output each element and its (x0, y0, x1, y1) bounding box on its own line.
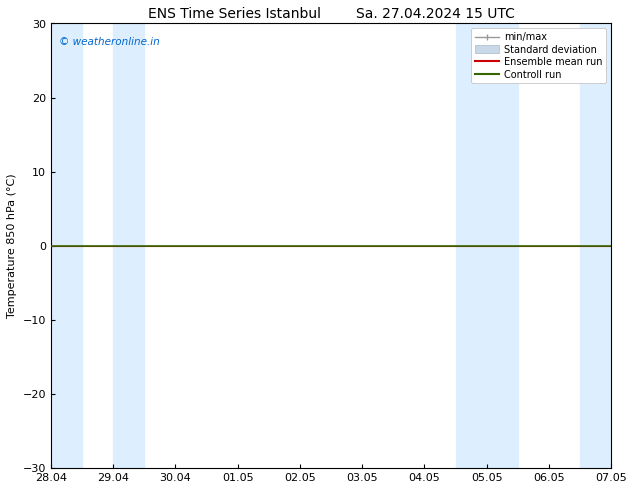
Bar (113, 24, 145, 468)
Bar (456, 24, 518, 468)
Text: © weatheronline.in: © weatheronline.in (59, 37, 160, 47)
Title: ENS Time Series Istanbul        Sa. 27.04.2024 15 UTC: ENS Time Series Istanbul Sa. 27.04.2024 … (148, 7, 514, 21)
Legend: min/max, Standard deviation, Ensemble mean run, Controll run: min/max, Standard deviation, Ensemble me… (471, 28, 606, 83)
Y-axis label: Temperature 850 hPa (°C): Temperature 850 hPa (°C) (7, 173, 17, 318)
Bar (51, 24, 82, 468)
Bar (580, 24, 634, 468)
